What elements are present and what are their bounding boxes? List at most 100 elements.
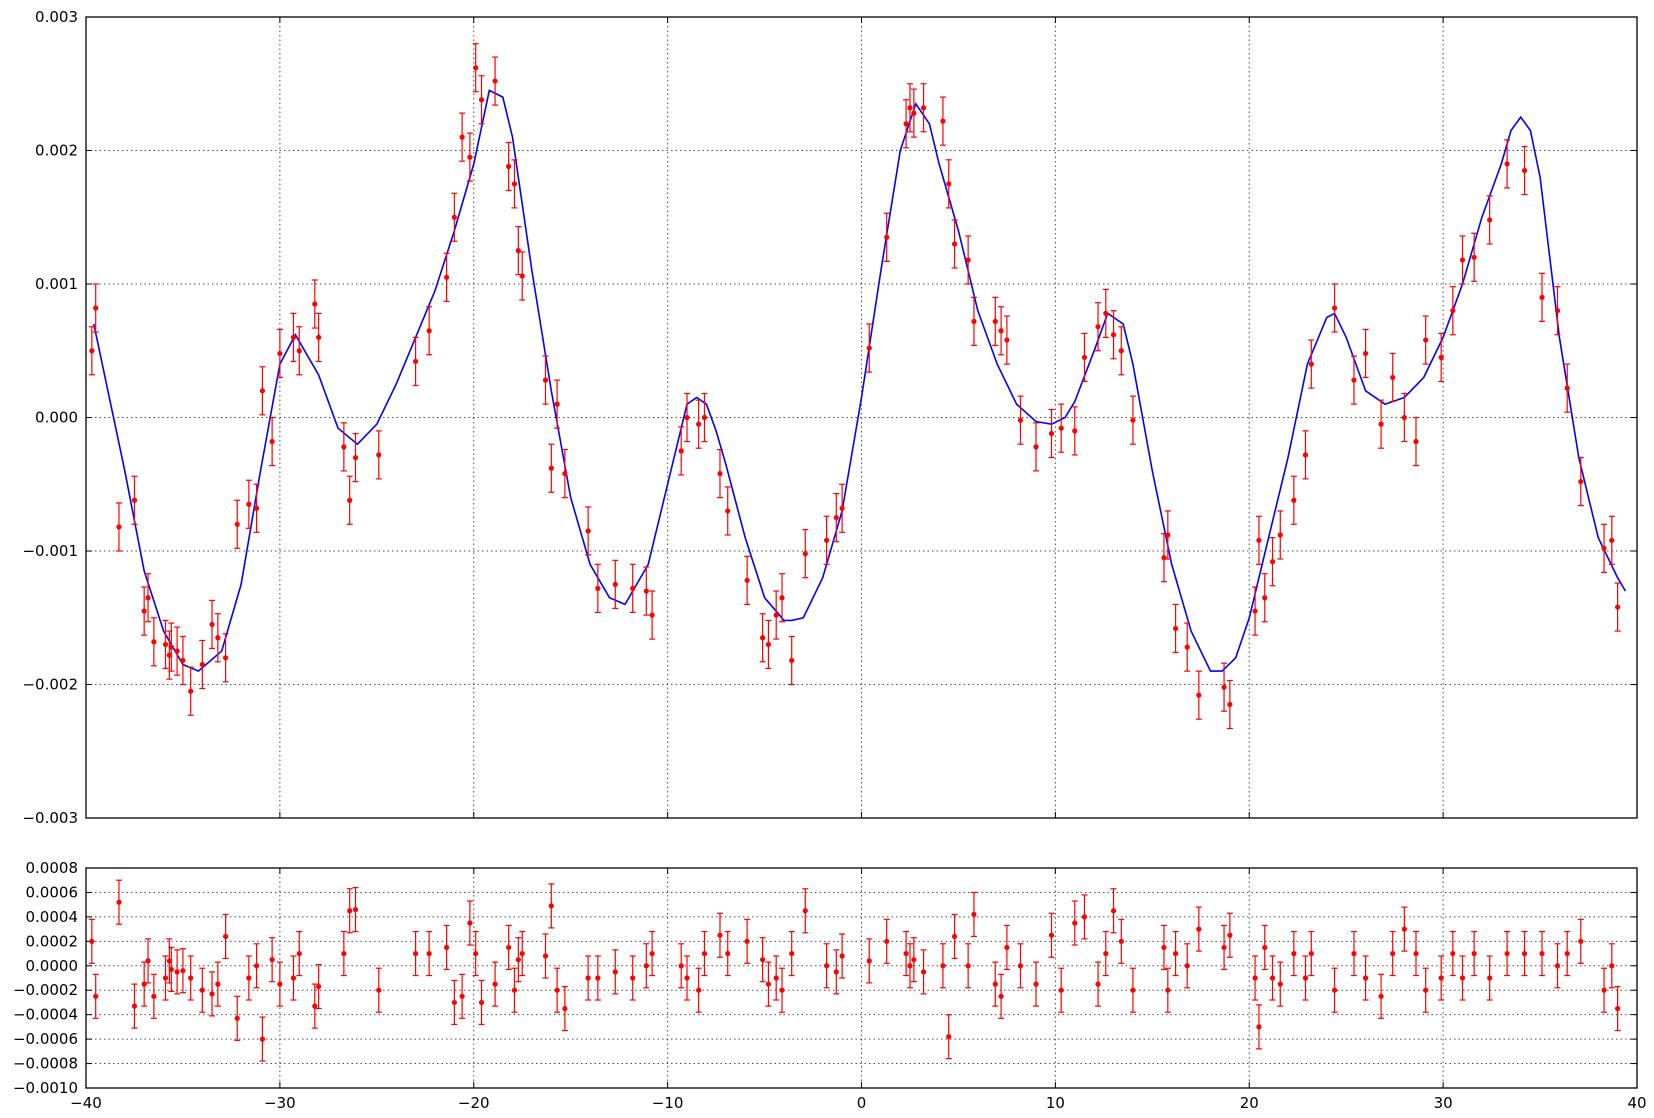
residual-x-tick-label: 20 bbox=[1240, 1094, 1259, 1112]
main-data-point bbox=[1362, 350, 1369, 357]
main-data-point bbox=[1578, 478, 1584, 485]
main-data-point bbox=[459, 134, 465, 140]
residual-data-point bbox=[1118, 938, 1124, 944]
residual-data-point bbox=[1262, 944, 1268, 951]
residual-data-point bbox=[473, 950, 479, 957]
main-data-point bbox=[93, 305, 99, 311]
residual-data-point bbox=[467, 920, 473, 926]
residual-data-point bbox=[1227, 932, 1233, 938]
residual-data-point bbox=[562, 1005, 568, 1012]
main-data-point bbox=[779, 595, 785, 601]
residual-data-point bbox=[649, 950, 655, 957]
main-data-point bbox=[1017, 417, 1024, 423]
main-data-point bbox=[296, 348, 302, 354]
main-data-point bbox=[1130, 417, 1136, 423]
residual-data-point bbox=[506, 944, 512, 951]
main-data-point bbox=[765, 641, 772, 648]
residual-data-point bbox=[1048, 932, 1055, 938]
residual-y-tick-label: −0.0008 bbox=[13, 1055, 78, 1073]
main-data-point bbox=[1378, 421, 1384, 427]
residual-data-point bbox=[412, 950, 419, 957]
main-data-point bbox=[426, 328, 432, 334]
residual-data-point bbox=[946, 1034, 952, 1040]
residual-data-point bbox=[907, 963, 913, 969]
residual-data-point bbox=[116, 899, 122, 905]
main-data-point bbox=[1539, 294, 1545, 300]
main-data-point bbox=[725, 508, 731, 514]
residual-data-point bbox=[1554, 963, 1561, 969]
main-data-point bbox=[1033, 444, 1039, 450]
residual-data-point bbox=[222, 933, 229, 940]
main-data-point bbox=[903, 121, 909, 127]
residual-data-point bbox=[209, 991, 215, 997]
residual-data-point bbox=[426, 950, 432, 957]
residual-data-point bbox=[162, 975, 169, 981]
main-data-point bbox=[1504, 161, 1510, 167]
residual-data-point bbox=[234, 1015, 240, 1021]
residual-data-point bbox=[1308, 950, 1314, 957]
residual-data-point bbox=[1413, 950, 1419, 957]
residual-data-point bbox=[998, 993, 1004, 999]
main-data-point bbox=[1601, 545, 1607, 551]
residual-data-point bbox=[779, 987, 785, 993]
residual-data-point bbox=[717, 932, 723, 938]
main-data-point bbox=[269, 438, 275, 445]
residual-data-point bbox=[833, 969, 839, 975]
residual-data-point bbox=[254, 963, 260, 969]
main-data-point bbox=[188, 688, 194, 694]
residual-data-point bbox=[643, 963, 649, 969]
residual-data-point bbox=[903, 950, 909, 957]
main-data-point bbox=[312, 301, 318, 307]
main-data-point bbox=[1227, 701, 1233, 708]
residual-data-point bbox=[760, 957, 766, 963]
main-data-point bbox=[1351, 377, 1357, 383]
residual-y-tick-label: 0.0006 bbox=[26, 883, 79, 901]
main-data-point bbox=[151, 639, 157, 645]
residual-data-point bbox=[492, 981, 498, 987]
residual-data-point bbox=[459, 993, 465, 999]
main-data-point bbox=[511, 181, 518, 187]
main-y-tick-label: −0.003 bbox=[22, 809, 78, 827]
main-data-point bbox=[254, 505, 260, 511]
main-data-point bbox=[951, 241, 958, 247]
residual-data-point bbox=[478, 999, 485, 1006]
residual-data-point bbox=[911, 957, 917, 963]
residual-data-point bbox=[1609, 963, 1615, 969]
residual-data-point bbox=[1362, 975, 1369, 981]
residual-data-point bbox=[548, 903, 554, 909]
main-y-tick-label: 0.003 bbox=[35, 8, 78, 26]
residual-data-point bbox=[1058, 987, 1064, 993]
residual-data-point bbox=[277, 981, 283, 987]
residual-data-point bbox=[1221, 944, 1227, 951]
residual-data-point bbox=[246, 975, 252, 981]
main-data-point bbox=[595, 585, 601, 591]
main-data-point bbox=[562, 470, 568, 477]
residual-data-point bbox=[1450, 950, 1456, 957]
main-data-point bbox=[1058, 425, 1064, 431]
main-data-point bbox=[1291, 497, 1297, 503]
main-data-point bbox=[717, 470, 723, 477]
residual-data-point bbox=[971, 911, 977, 918]
residual-data-point bbox=[199, 987, 205, 993]
main-data-point bbox=[760, 635, 766, 641]
residual-data-point bbox=[511, 987, 518, 993]
main-data-point bbox=[824, 537, 830, 543]
main-data-point bbox=[352, 454, 359, 461]
residual-data-point bbox=[376, 987, 382, 993]
main-data-point bbox=[643, 588, 649, 594]
residual-data-point bbox=[630, 975, 636, 981]
main-data-point bbox=[145, 595, 151, 601]
main-data-point bbox=[911, 110, 917, 116]
residual-data-point bbox=[1459, 975, 1466, 981]
main-data-point bbox=[473, 65, 479, 71]
residual-data-point bbox=[131, 1003, 138, 1009]
main-y-tick-label: −0.002 bbox=[22, 676, 78, 694]
main-data-point bbox=[174, 648, 180, 654]
residual-data-point bbox=[965, 963, 971, 969]
main-data-point bbox=[1450, 308, 1456, 314]
main-data-point bbox=[1004, 337, 1010, 343]
main-data-point bbox=[884, 234, 890, 240]
residual-plot-frame bbox=[85, 867, 1638, 1089]
main-data-point bbox=[412, 358, 419, 365]
